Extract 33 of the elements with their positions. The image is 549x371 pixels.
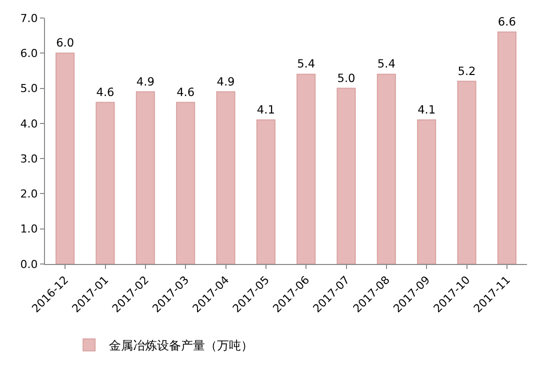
bar xyxy=(176,102,196,264)
data-label: 4.1 xyxy=(256,102,275,116)
y-tick-label: 0.0 xyxy=(20,258,38,271)
bar xyxy=(96,102,115,264)
bar xyxy=(497,32,516,264)
bar xyxy=(136,91,155,264)
bar xyxy=(56,52,75,264)
data-label: 5.2 xyxy=(458,64,476,78)
data-label: 6.0 xyxy=(56,36,74,50)
y-tick-label: 7.0 xyxy=(20,12,38,25)
data-label: 5.4 xyxy=(377,56,396,71)
y-tick-label: 4.0 xyxy=(20,117,38,130)
y-tick-label: 3.0 xyxy=(20,152,38,166)
bar xyxy=(376,74,396,264)
data-label: 5.0 xyxy=(337,70,356,85)
bar xyxy=(216,91,236,264)
data-label: 5.4 xyxy=(297,56,316,71)
y-tick-label: 5.0 xyxy=(20,82,38,96)
y-tick-label: 1.0 xyxy=(20,222,38,236)
bar xyxy=(256,119,276,264)
y-tick-label: 2.0 xyxy=(20,188,38,201)
data-label: 4.1 xyxy=(418,102,436,116)
data-label: 6.6 xyxy=(498,14,516,29)
bar xyxy=(336,88,356,264)
bar xyxy=(296,74,316,264)
bar xyxy=(417,119,436,264)
legend-label: 金属冶炼设备产量（万吨） xyxy=(109,338,254,353)
data-label: 4.9 xyxy=(216,74,235,88)
y-tick-label: 6.0 xyxy=(20,46,38,60)
data-label: 4.9 xyxy=(136,74,154,88)
data-label: 4.6 xyxy=(96,84,114,99)
data-label: 4.6 xyxy=(176,84,195,99)
bar xyxy=(457,80,476,264)
